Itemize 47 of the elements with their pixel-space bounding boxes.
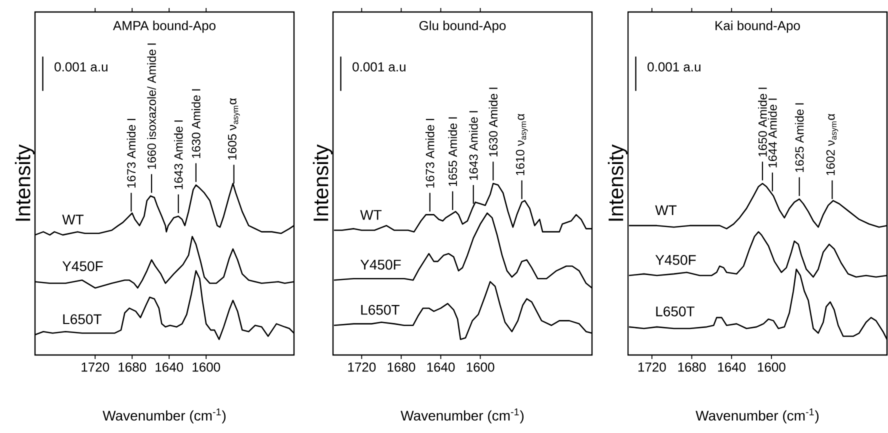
chart-title: Kai bound-Apo xyxy=(716,20,800,33)
annotation: 1660 isoxazole/ Amide I xyxy=(147,44,156,169)
annotation: 1643 Amide I xyxy=(174,120,183,190)
x-tick-label: 1680 xyxy=(388,362,416,372)
annotation: 1602 ν$_{asym}$α xyxy=(826,114,838,176)
series-label: WT xyxy=(655,205,677,216)
annotation: 1650 Amide I xyxy=(758,88,767,156)
series-label: L650T xyxy=(63,314,102,324)
x-tick-label: 1640 xyxy=(156,362,184,372)
chart-title: Glu bound-Apo xyxy=(419,20,506,33)
x-tick-label: 1720 xyxy=(348,362,376,372)
series-label: L650T xyxy=(656,306,694,316)
annotation: 1630 Amide I xyxy=(192,89,200,158)
text: 0.001 a.u xyxy=(54,62,108,72)
annotation: 1610 ν$_{asym}$α xyxy=(516,114,528,176)
x-axis-title: Wavenumber (cm$^{-1}$) xyxy=(102,408,226,424)
annotation: 1655 Amide I xyxy=(448,117,458,186)
annotation: 1673 Amide I xyxy=(126,118,136,188)
annotation: 1625 Amide I xyxy=(794,103,804,172)
y-axis-title: Intensity xyxy=(312,144,332,221)
annotation: 1644 Amide I xyxy=(768,98,777,168)
series-label: Y450F xyxy=(655,255,696,265)
x-tick-label: 1640 xyxy=(427,362,455,372)
x-tick-label: 1600 xyxy=(192,362,220,372)
annotation: 1643 Amide I xyxy=(468,111,478,180)
series-label: WT xyxy=(62,214,84,224)
y-axis-title: Intensity xyxy=(14,144,34,221)
x-tick-label: 1720 xyxy=(82,362,110,372)
x-tick-label: 1640 xyxy=(718,362,746,372)
text: 0.001 a.u xyxy=(352,62,406,72)
annotation: 1630 Amide I xyxy=(488,88,498,156)
chart-title: AMPA bound-Apo xyxy=(112,20,216,33)
x-tick-label: 1720 xyxy=(638,362,666,372)
annotation: 1605 ν$_{asym}$α xyxy=(228,98,240,160)
series-label: Y450F xyxy=(62,261,103,272)
series-label: Y450F xyxy=(360,260,401,270)
series-label: L650T xyxy=(361,304,400,315)
x-axis-title: Wavenumber (cm$^{-1}$) xyxy=(400,408,524,424)
x-tick-label: 1680 xyxy=(118,362,146,372)
x-tick-label: 1600 xyxy=(466,362,494,372)
annotation: 1673 Amide I xyxy=(425,118,434,188)
y-axis-title: Intensity xyxy=(608,144,628,221)
x-tick-label: 1600 xyxy=(758,362,786,372)
x-axis-title: Wavenumber (cm$^{-1}$) xyxy=(696,408,819,424)
x-tick-label: 1680 xyxy=(678,362,706,372)
series-label: WT xyxy=(360,210,382,220)
text: 0.001 a.u xyxy=(648,62,700,72)
